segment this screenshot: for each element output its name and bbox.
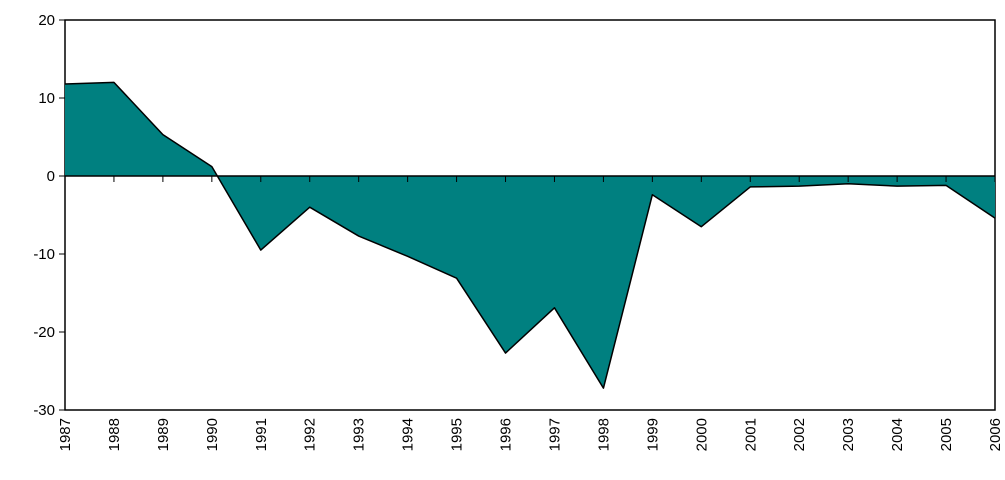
x-tick-label: 1989 xyxy=(155,418,172,451)
x-tick-label: 1987 xyxy=(57,418,74,451)
x-tick-label: 1990 xyxy=(204,418,221,451)
x-tick-label: 2002 xyxy=(791,418,808,451)
y-tick-label: 10 xyxy=(38,90,55,107)
x-tick-label: 2005 xyxy=(938,418,955,451)
x-tick-label: 1995 xyxy=(449,418,466,451)
x-tick-label: 2000 xyxy=(693,418,710,451)
x-tick-label: 1997 xyxy=(546,418,563,451)
y-tick-label: -10 xyxy=(33,246,55,263)
x-tick-label: 1992 xyxy=(302,418,319,451)
x-tick-label: 2006 xyxy=(987,418,1004,451)
y-tick-label: -20 xyxy=(33,324,55,341)
x-tick-label: 1999 xyxy=(644,418,661,451)
x-tick-label: 1993 xyxy=(351,418,368,451)
x-tick-label: 2003 xyxy=(840,418,857,451)
x-tick-label: 1996 xyxy=(498,418,515,451)
area xyxy=(65,82,995,389)
x-tick-label: 1988 xyxy=(106,418,123,451)
x-tick-label: 2001 xyxy=(742,418,759,451)
x-tick-label: 1991 xyxy=(253,418,270,451)
x-tick-label: 1994 xyxy=(400,418,417,451)
y-tick-label: -30 xyxy=(33,402,55,419)
x-tick-label: 2004 xyxy=(889,418,906,451)
x-tick-label: 1998 xyxy=(595,418,612,451)
y-tick-label: 20 xyxy=(38,12,55,29)
area-outline xyxy=(64,81,996,389)
y-tick-label: 0 xyxy=(47,168,55,185)
